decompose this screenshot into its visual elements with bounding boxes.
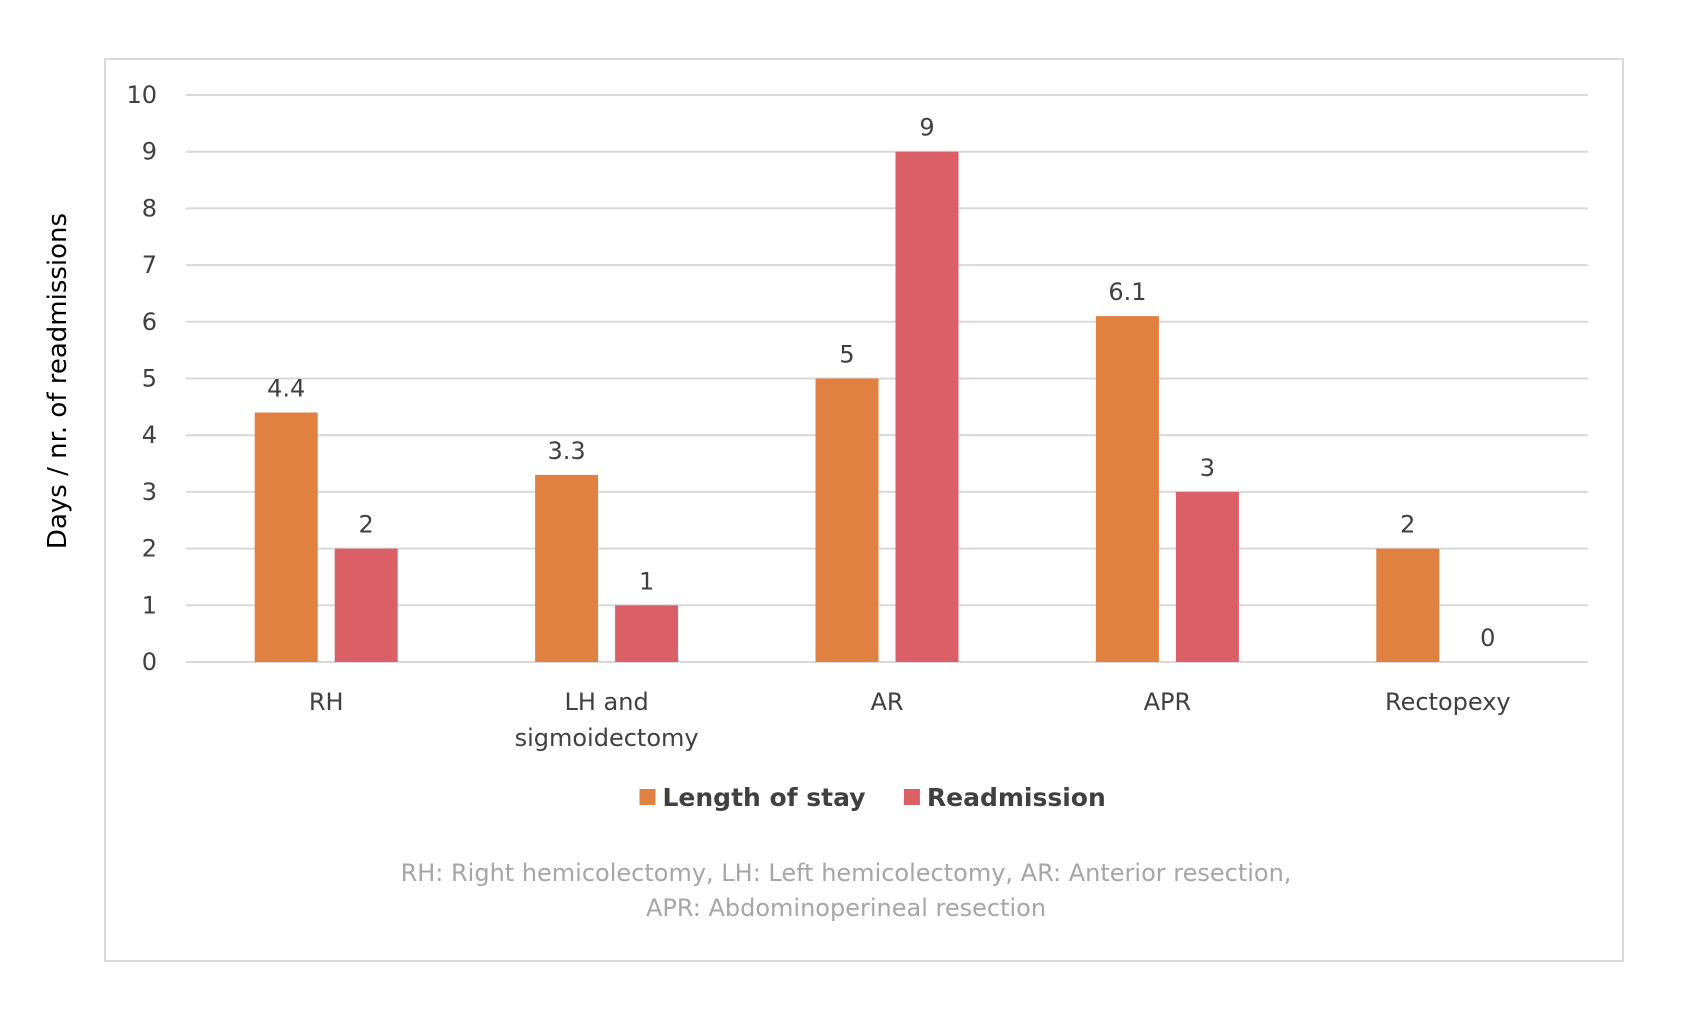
bar-readmission [334,548,398,662]
y-axis-title: Days / nr. of readmissions [43,213,73,549]
bar-length-of-stay [1376,548,1440,662]
y-tick-label: 3 [142,478,157,506]
bar-length-of-stay [815,378,879,662]
data-labels: 4.4 2 3.3 1 5 9 6.1 3 2 0 [267,114,1495,652]
data-label: 1 [639,567,654,595]
y-tick-label: 7 [142,251,157,279]
y-tick-label: 9 [142,138,157,166]
bar-readmission [895,151,959,662]
data-label: 5 [839,341,854,369]
bar-readmission [1175,491,1239,662]
x-category-label: RH [309,688,344,716]
y-tick-label: 6 [142,308,157,336]
y-tick-label: 0 [142,648,157,676]
footnote: RH: Right hemicolectomy, LH: Left hemico… [401,859,1292,922]
data-label: 2 [1400,511,1415,539]
data-label: 3.3 [548,437,586,465]
data-label: 9 [919,114,934,142]
bar-length-of-stay [535,474,599,662]
y-tick-label: 8 [142,194,157,222]
y-tick-label: 5 [142,365,157,393]
bars [254,151,1440,662]
bar-readmission [615,605,679,662]
data-label: 0 [1480,624,1495,652]
legend: Length of stay Readmission [639,783,1106,812]
footnote-line: RH: Right hemicolectomy, LH: Left hemico… [401,859,1292,887]
x-axis-categories: RH LH and sigmoidectomy AR APR Rectopexy [309,688,1511,752]
gridlines [186,94,1588,663]
x-category-label: AR [870,688,903,716]
y-tick-label: 1 [142,591,157,619]
data-label: 6.1 [1108,278,1146,306]
bar-length-of-stay [1095,316,1159,662]
legend-swatch [639,789,656,805]
y-tick-label: 2 [142,535,157,563]
data-label: 3 [1200,454,1215,482]
legend-label: Length of stay [663,783,866,812]
data-label: 2 [359,511,374,539]
footnote-line: APR: Abdominoperineal resection [646,894,1046,922]
x-category-label: LH and sigmoidectomy [515,688,699,752]
bar-length-of-stay [254,412,318,662]
y-axis-ticks: 0 1 2 3 4 5 6 7 8 9 10 [126,81,157,676]
y-tick-label: 4 [142,421,157,449]
x-category-label: Rectopexy [1385,688,1511,716]
y-tick-label: 10 [126,81,157,109]
legend-label: Readmission [927,783,1106,812]
data-label: 4.4 [267,375,305,403]
x-category-label: APR [1144,688,1192,716]
legend-swatch [903,789,920,805]
